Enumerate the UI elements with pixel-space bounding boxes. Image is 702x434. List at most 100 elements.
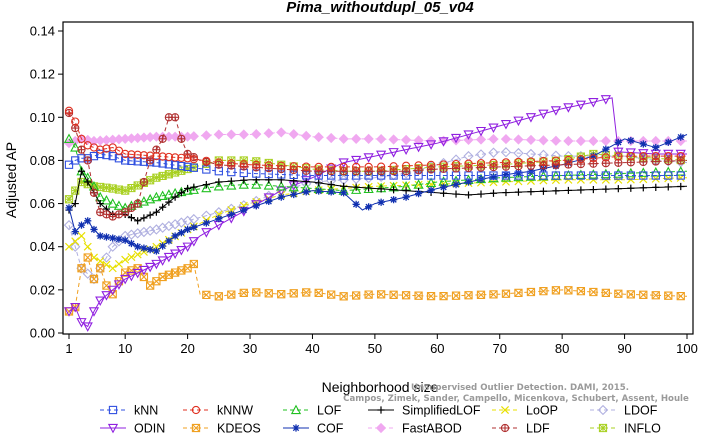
data-point-cof [390,196,398,204]
legend-label: kNN [134,404,158,418]
data-point-simplifiedlof [165,198,173,206]
data-point-ldf [89,188,99,197]
data-point-ldof [70,241,81,252]
data-point-cof [177,229,185,237]
data-point-ldf [439,164,448,173]
data-point-ldf [564,160,573,169]
x-tick-label: 40 [305,341,319,356]
data-point-simplifiedlof [627,184,635,192]
data-point-knnw [614,152,623,161]
data-point-kdeos [426,291,436,301]
data-point-odin [145,262,156,273]
data-point-ldf [501,162,511,171]
data-point-cof [464,178,473,186]
data-point-ldf [414,166,423,175]
data-point-inflo [64,195,74,204]
legend-label: LDF [526,422,550,434]
data-point-odin [120,274,131,285]
data-point-knnw [152,151,161,161]
data-point-kdeos [83,253,92,262]
data-point-loop [589,175,598,184]
data-point-ldof [169,219,181,230]
legend-marker [598,423,608,433]
data-point-cof [84,217,92,225]
data-point-knn [489,171,498,180]
legend-item-knn: kNN [100,404,158,418]
data-point-odin [525,113,537,123]
data-point-knnw [139,151,149,160]
data-point-lof [145,193,156,204]
data-point-kdeos [89,274,99,284]
legend-marker [107,423,119,434]
data-point-simplifiedlof [77,167,86,175]
data-point-knn [576,171,586,180]
data-point-knnw [314,162,323,172]
data-point-knnw [451,159,461,169]
data-point-ldf [327,167,336,176]
data-point-knnw [121,149,130,159]
data-point-simplifiedlof [514,188,523,196]
data-point-knn [64,160,74,169]
data-point-lof [201,182,212,193]
data-point-cof [215,215,223,223]
data-point-simplifiedlof [352,183,360,191]
data-point-ldf [464,163,473,173]
data-point-knnw [401,161,411,170]
data-point-fastabod [513,134,524,145]
y-tick-label: 0.12 [30,67,55,82]
data-point-knnw [352,162,361,172]
data-point-knnw [227,159,236,168]
data-point-lof [213,180,224,191]
data-point-simplifiedlof [327,180,335,189]
data-point-fastabod [226,129,237,140]
data-point-fastabod [575,135,586,147]
legend-label: COF [317,422,344,434]
data-point-odin [425,140,437,150]
data-point-odin [176,246,187,256]
data-point-knn [133,157,142,166]
data-point-odin [563,103,574,113]
data-point-inflo [164,170,173,179]
data-point-cof [96,232,104,240]
y-tick-label: 0.04 [30,239,55,254]
data-point-fastabod [525,134,537,146]
x-tick-label: 50 [368,341,382,356]
data-point-cof [227,210,235,218]
data-point-cof [652,143,660,152]
data-point-simplifiedlof [84,178,92,186]
data-point-ldf [121,208,130,217]
data-point-knnw [133,150,142,159]
data-point-odin [388,148,399,158]
data-point-knn [127,156,136,166]
y-tick-label: 0.00 [30,326,55,341]
data-point-kdeos [352,291,361,300]
data-point-knn [501,171,511,180]
data-point-ldof [163,220,175,232]
data-point-odin [138,265,150,276]
data-point-inflo [121,186,130,195]
data-point-fastabod [400,134,412,146]
data-point-knnw [71,117,80,126]
data-point-knn [177,161,186,171]
data-point-lof [675,166,686,176]
data-point-fastabod [276,127,287,138]
y-tick-label: 0.02 [30,282,55,297]
data-point-ldf [676,156,685,165]
data-point-odin [151,259,162,270]
data-point-odin [338,158,349,168]
data-point-loop [114,259,123,268]
data-point-kdeos [639,290,648,299]
data-point-knnw [114,146,124,155]
axis-ticks: 1 10 20 30 40 50 60 70 80 90 100 0.00 0.02 0.04 0.06 0.… [30,24,698,357]
data-point-simplifiedlof [614,185,622,193]
data-point-lof [488,172,499,183]
data-point-loop [121,255,130,264]
data-point-knn [108,151,117,161]
data-point-simplifiedlof [577,186,585,194]
data-point-knnw [564,155,573,165]
data-point-knnw [183,154,192,163]
data-point-odin [163,252,174,263]
series-layer [63,95,688,332]
data-point-inflo [146,176,155,185]
data-point-lof [101,194,112,205]
